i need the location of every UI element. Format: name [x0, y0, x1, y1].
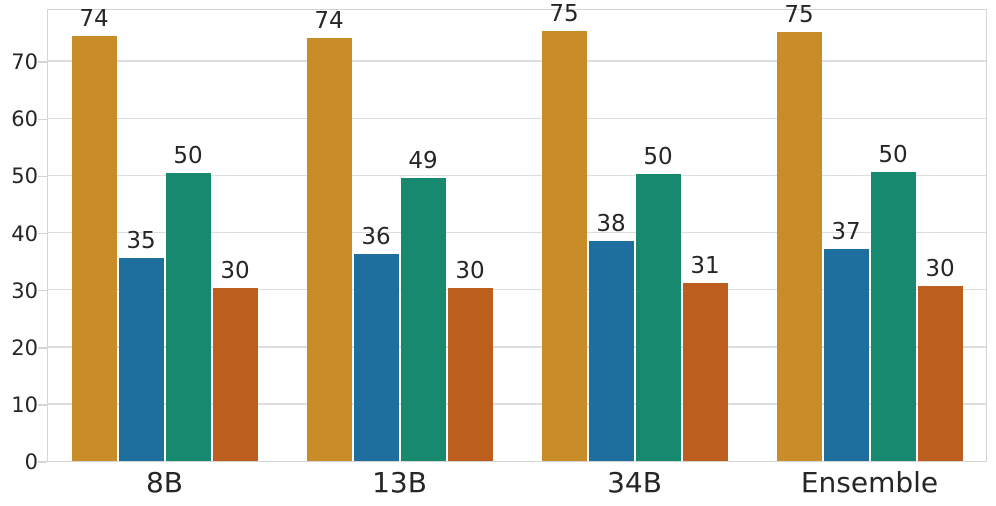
bar-13B-blue — [353, 254, 399, 461]
y-tick-label-30: 30 — [11, 278, 38, 303]
y-tick-label-70: 70 — [11, 50, 38, 75]
y-tick-label-40: 40 — [11, 221, 38, 246]
plot-area: 74 35 50 30 74 36 49 30 75 38 50 31 75 37 50 30 — [47, 1, 987, 462]
bar-value-label-34B-gold: 75 — [549, 1, 579, 28]
y-tick-label-20: 20 — [11, 335, 38, 360]
y-tick-mark-40 — [38, 232, 47, 235]
bar-34B-teal — [635, 174, 681, 461]
bar-8B-blue — [118, 257, 164, 461]
y-tick-mark-30 — [38, 289, 47, 292]
bar-value-label-13B-blue: 36 — [361, 224, 391, 251]
bar-value-label-8B-rust: 30 — [220, 258, 250, 285]
bar-value-label-Ensemble-gold: 75 — [784, 2, 814, 28]
y-tick-label-60: 60 — [11, 107, 38, 132]
x-category-label-8B: 8B — [145, 466, 184, 499]
bar-8B-rust — [212, 288, 258, 461]
bar-value-label-Ensemble-blue: 37 — [831, 219, 861, 246]
x-category-label-13B: 13B — [372, 466, 427, 499]
bar-value-label-13B-teal: 49 — [408, 147, 438, 174]
gridline-y10 — [48, 403, 986, 405]
bar-value-label-13B-rust: 30 — [455, 257, 485, 284]
gridline-y50 — [48, 174, 986, 177]
gridline-y30 — [48, 288, 986, 291]
bar-8B-gold — [71, 36, 117, 461]
bar-34B-rust — [682, 283, 728, 461]
y-tick-label-10: 10 — [11, 392, 38, 417]
bar-value-label-Ensemble-rust: 30 — [925, 255, 955, 282]
gridline-y40 — [48, 231, 986, 234]
bar-value-label-Ensemble-teal: 50 — [878, 141, 908, 168]
gridline-y70 — [48, 60, 986, 62]
bar-value-label-8B-gold: 74 — [79, 6, 109, 32]
bar-13B-gold — [306, 37, 352, 461]
bar-value-label-13B-gold: 74 — [314, 7, 344, 34]
bar-value-label-34B-teal: 50 — [643, 144, 673, 171]
bar-value-label-8B-blue: 35 — [126, 227, 156, 254]
gridline-y60 — [48, 117, 986, 120]
bar-13B-rust — [447, 287, 493, 461]
bar-value-label-8B-teal: 50 — [173, 142, 203, 169]
bar-8B-teal — [165, 172, 211, 461]
x-category-label-34B: 34B — [607, 466, 662, 499]
bar-13B-teal — [400, 177, 446, 461]
y-tick-mark-0 — [38, 461, 47, 463]
bar-value-label-34B-rust: 31 — [690, 253, 720, 280]
bar-Ensemble-blue — [823, 249, 869, 461]
y-tick-mark-60 — [38, 118, 47, 120]
y-tick-mark-50 — [38, 175, 47, 178]
bar-34B-blue — [588, 241, 634, 461]
y-tick-mark-70 — [38, 61, 47, 63]
bar-value-label-34B-blue: 38 — [596, 211, 626, 238]
bar-Ensemble-teal — [870, 171, 916, 461]
x-category-label-Ensemble: Ensemble — [800, 466, 939, 499]
bar-Ensemble-gold — [776, 32, 822, 461]
y-tick-label-0: 0 — [24, 450, 38, 474]
y-tick-label-50: 50 — [11, 164, 38, 189]
y-tick-mark-20 — [38, 347, 47, 349]
gridline-y20 — [48, 346, 986, 348]
bar-Ensemble-rust — [917, 285, 963, 461]
bar-34B-gold — [541, 31, 587, 461]
y-tick-mark-10 — [38, 404, 47, 406]
